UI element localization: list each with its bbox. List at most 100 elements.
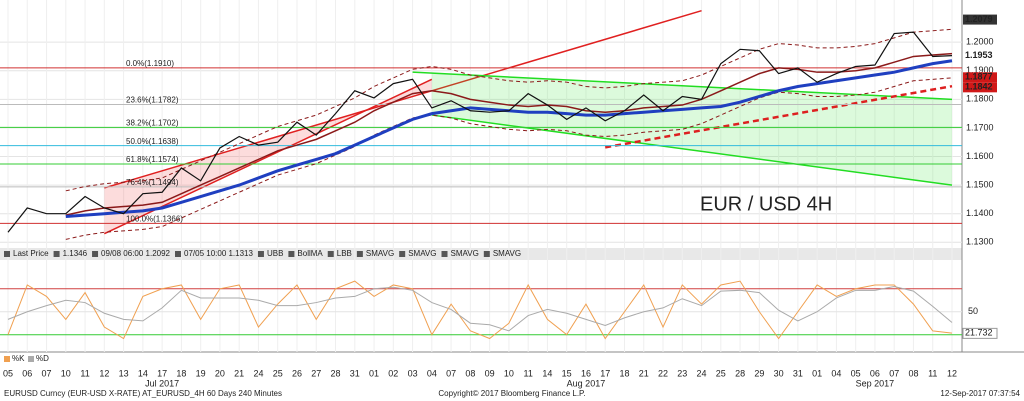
series-line — [65, 52, 953, 216]
x-tick-label: 18 — [176, 368, 186, 378]
price-tag-label: 1.2079 — [965, 14, 993, 24]
x-tick-label: 11 — [80, 368, 89, 378]
series-line — [65, 28, 953, 192]
x-tick-label: 07 — [889, 368, 899, 378]
x-tick-label: 04 — [831, 368, 841, 378]
footer-center: Copyright© 2017 Bloomberg Finance L.P. — [438, 389, 585, 398]
y-tick-label: 1.1700 — [966, 122, 994, 132]
x-tick-label: 17 — [600, 368, 610, 378]
x-tick-label: 11 — [523, 368, 532, 378]
x-tick-label: 31 — [793, 368, 803, 378]
annotation: EUR / USD 4H — [700, 193, 832, 215]
y-tick-label: 1.1300 — [966, 237, 994, 247]
x-tick-label: 12 — [99, 368, 109, 378]
x-tick-label: 01 — [369, 368, 379, 378]
x-tick-label: 24 — [697, 368, 707, 378]
y-tick-label: 1.1600 — [966, 151, 994, 161]
fib-label: 50.0%(1.1638) — [126, 137, 179, 146]
legend-strip — [0, 248, 962, 260]
x-tick-label: 12 — [947, 368, 957, 378]
price-tag — [963, 14, 997, 25]
price-tag — [963, 82, 997, 93]
series-line — [7, 285, 953, 332]
y-tick-label: 1.1500 — [966, 179, 994, 189]
legend-swatch — [92, 251, 99, 257]
x-tick-label: 10 — [61, 368, 71, 378]
legend-swatch — [483, 251, 490, 257]
legend-entry: UBB — [267, 249, 283, 258]
x-tick-label: 02 — [388, 368, 398, 378]
legend-swatch — [441, 251, 448, 257]
price-tag — [963, 50, 997, 61]
channel-fill — [431, 73, 952, 186]
price-tag-label: 1.1953 — [965, 50, 993, 60]
month-label: Jul 2017 — [145, 378, 179, 388]
x-tick-label: 27 — [311, 368, 321, 378]
x-tick-label: 31 — [350, 368, 360, 378]
series-line — [7, 31, 953, 233]
legend-entry: 1.1346 — [63, 249, 88, 258]
last-tag — [962, 327, 998, 339]
channel-line — [431, 114, 953, 186]
x-tick-label: 20 — [215, 368, 225, 378]
x-tick-label: 28 — [331, 368, 341, 378]
x-tick-label: 06 — [870, 368, 880, 378]
y-tick-label: 1.1400 — [966, 208, 994, 218]
y-tick-label: 1.1900 — [966, 65, 994, 75]
x-tick-label: 24 — [253, 368, 263, 378]
x-tick-label: 30 — [774, 368, 784, 378]
x-tick-label: 17 — [157, 368, 167, 378]
x-tick-label: 08 — [908, 368, 918, 378]
trend-line — [605, 84, 953, 149]
legend-entry: SMAVG — [451, 249, 479, 258]
x-tick-label: 11 — [928, 368, 937, 378]
x-tick-label: 07 — [446, 368, 456, 378]
x-tick-label: 01 — [812, 368, 822, 378]
x-tick-label: 28 — [735, 368, 745, 378]
price-tag-label: 1.1877 — [965, 72, 993, 82]
x-tick-label: 07 — [42, 368, 52, 378]
x-tick-label: 03 — [408, 368, 418, 378]
legend-entry: 07/05 10:00 1.1313 — [184, 249, 254, 258]
legend-entry: SMAVG — [493, 249, 521, 258]
x-tick-label: 15 — [562, 368, 572, 378]
legend-swatch — [175, 251, 181, 257]
x-tick-label: 25 — [273, 368, 283, 378]
legend-swatch — [257, 251, 264, 257]
legend-swatch — [327, 251, 334, 257]
channel-line — [412, 71, 953, 101]
x-tick-label: 04 — [427, 368, 437, 378]
series-line — [7, 280, 953, 340]
legend-swatch — [28, 356, 34, 362]
x-tick-label: 05 — [3, 368, 13, 378]
x-tick-label: 10 — [504, 368, 514, 378]
footer-right: 12-Sep-2017 07:37:54 — [940, 389, 1020, 398]
legend-swatch — [399, 251, 406, 257]
legend-entry: SMAVG — [408, 249, 436, 258]
x-tick-label: 14 — [542, 368, 552, 378]
x-tick-label: 14 — [138, 368, 148, 378]
month-label: Aug 2017 — [567, 378, 606, 388]
fib-label: 23.6%(1.1782) — [126, 96, 179, 105]
legend-entry: LBB — [337, 249, 352, 258]
legend-swatch — [53, 251, 60, 257]
legend-entry: Last Price — [13, 249, 49, 258]
x-tick-label: 25 — [716, 368, 726, 378]
x-tick-label: 16 — [581, 368, 591, 378]
legend-swatch — [4, 251, 10, 257]
series-line — [65, 77, 953, 240]
x-tick-label: 08 — [465, 368, 475, 378]
price-tag-label: 1.1842 — [965, 82, 993, 92]
x-tick-label: 23 — [677, 368, 687, 378]
fib-label: 38.2%(1.1702) — [126, 118, 179, 127]
fib-label: 100.0%(1.1366) — [126, 215, 183, 224]
y-tick-label: 1.2000 — [966, 37, 994, 47]
legend-entry: %K — [12, 354, 25, 363]
price-tag — [963, 72, 997, 83]
x-tick-label: 05 — [851, 368, 861, 378]
legend-swatch — [288, 251, 295, 257]
y-tick-label: 50 — [968, 306, 978, 316]
legend-entry: %D — [36, 354, 49, 363]
last-tag-label: 21.732 — [965, 328, 993, 338]
